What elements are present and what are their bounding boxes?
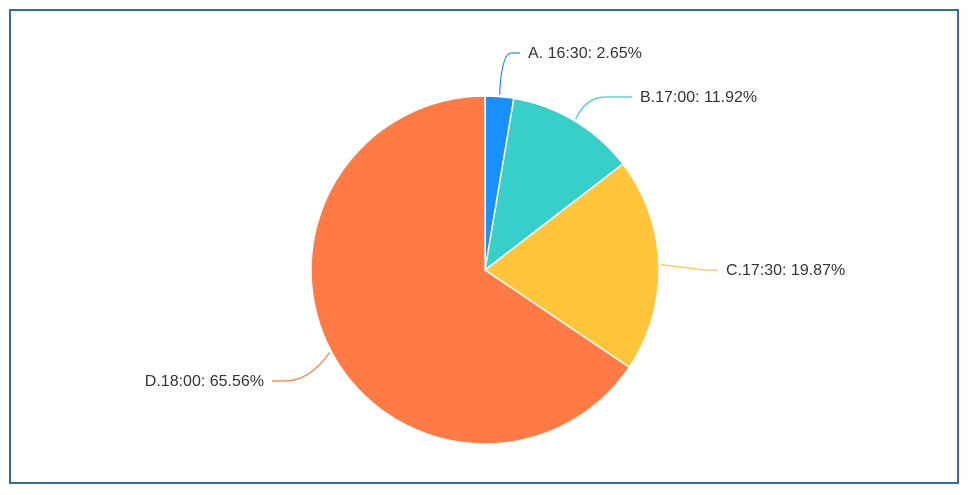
- pie-slice: [483, 162, 660, 369]
- slice-label: C.17:30: 19.87%: [726, 262, 845, 279]
- leader-line: [660, 263, 718, 271]
- pie-slice: [483, 97, 625, 272]
- slice-label: D.18:00: 65.56%: [145, 373, 264, 390]
- pie-slices: [310, 95, 660, 445]
- leader-line: [499, 52, 520, 95]
- leader-line: [272, 352, 331, 382]
- slice-labels: A. 16:30: 2.65% B.17:00: 11.92% C.17:30: 1…: [145, 45, 845, 390]
- leader-line: [575, 96, 632, 120]
- pie-slice: [310, 95, 631, 445]
- label-leaders: [272, 52, 718, 382]
- slice-label: A. 16:30: 2.65%: [528, 45, 642, 62]
- slice-label: B.17:00: 11.92%: [640, 89, 757, 106]
